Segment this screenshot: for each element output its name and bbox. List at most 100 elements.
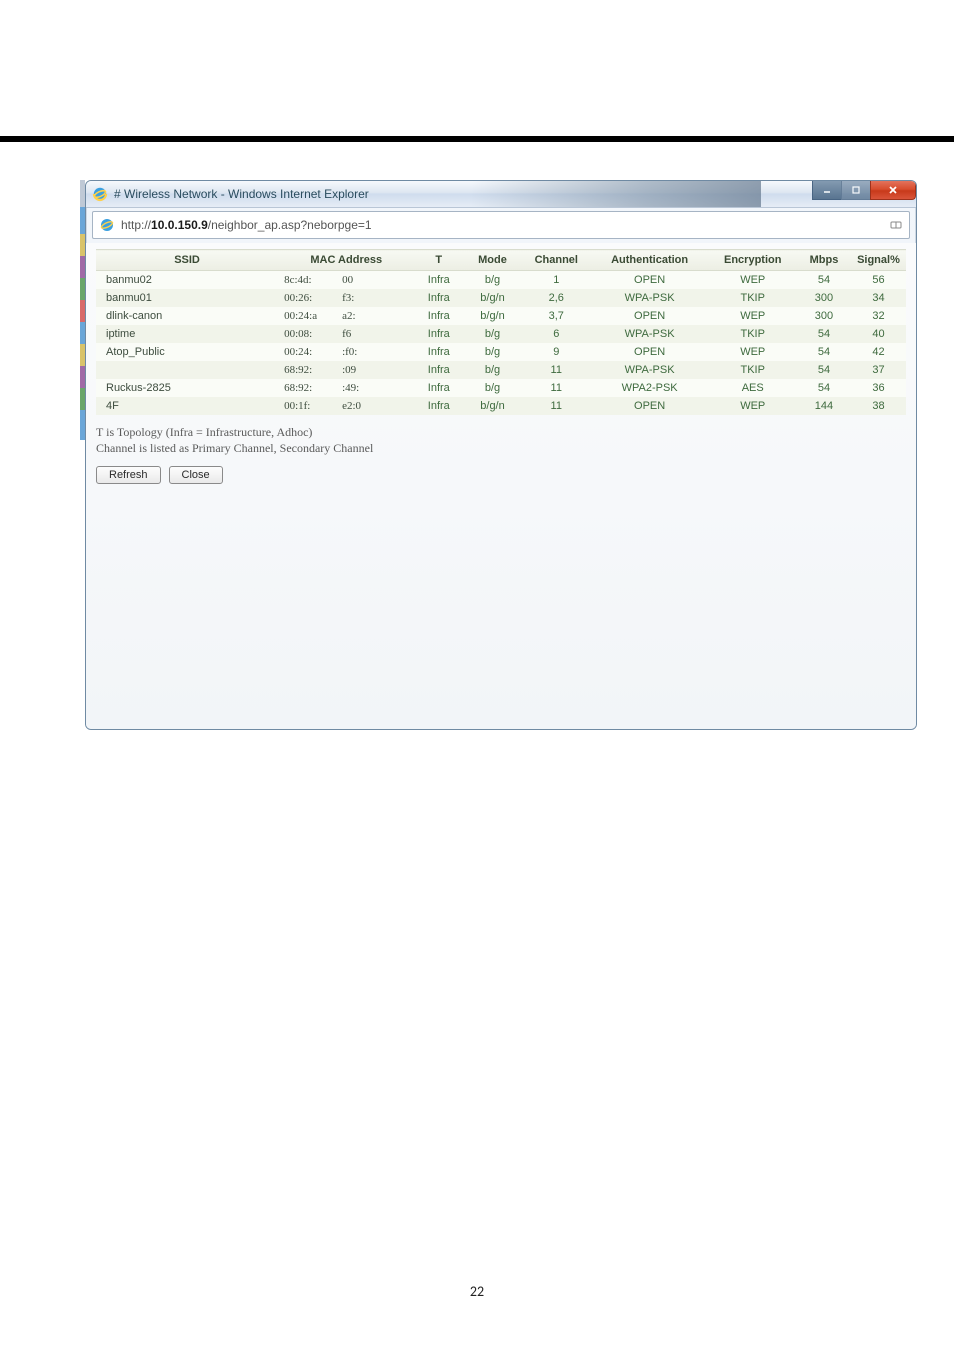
cell-mode: b/g/n: [463, 289, 522, 307]
footnotes: T is Topology (Infra = Infrastructure, A…: [96, 425, 906, 456]
cell-mbps: 144: [797, 397, 851, 415]
cell-auth: WPA-PSK: [591, 325, 709, 343]
footnote-line2: Channel is listed as Primary Channel, Se…: [96, 441, 906, 457]
cell-enc: WEP: [708, 307, 797, 325]
col-ssid[interactable]: SSID: [96, 250, 278, 271]
table-body: banmu028c:4d:00Infrab/g1OPENWEP5456banmu…: [96, 271, 906, 416]
cell-enc: WEP: [708, 397, 797, 415]
cell-topology: Infra: [414, 397, 463, 415]
col-authentication[interactable]: Authentication: [591, 250, 709, 271]
table-row[interactable]: banmu0100:26:f3:Infrab/g/n2,6WPA-PSKTKIP…: [96, 289, 906, 307]
cell-auth: OPEN: [591, 343, 709, 361]
cell-channel: 11: [522, 379, 591, 397]
col-topology[interactable]: T: [414, 250, 463, 271]
cell-auth: WPA-PSK: [591, 289, 709, 307]
refresh-button[interactable]: Refresh: [96, 466, 161, 484]
cell-enc: WEP: [708, 343, 797, 361]
cell-enc: TKIP: [708, 289, 797, 307]
col-encryption[interactable]: Encryption: [708, 250, 797, 271]
cell-mac: 68:92::09: [278, 361, 414, 379]
cell-signal: 37: [851, 361, 906, 379]
cell-signal: 42: [851, 343, 906, 361]
cell-signal: 56: [851, 271, 906, 290]
maximize-button[interactable]: [841, 181, 870, 200]
col-mode[interactable]: Mode: [463, 250, 522, 271]
cell-mbps: 300: [797, 307, 851, 325]
table-row[interactable]: iptime00:08:f6Infrab/g6WPA-PSKTKIP5440: [96, 325, 906, 343]
cell-mbps: 54: [797, 343, 851, 361]
address-bar[interactable]: http://10.0.150.9/neighbor_ap.asp?neborp…: [92, 211, 910, 239]
cell-auth: OPEN: [591, 307, 709, 325]
close-button[interactable]: [870, 181, 916, 200]
cell-mbps: 54: [797, 271, 851, 290]
cell-ssid: [96, 361, 278, 379]
close-page-button[interactable]: Close: [169, 466, 223, 484]
table-row[interactable]: Atop_Public00:24::f0:Infrab/g9OPENWEP544…: [96, 343, 906, 361]
cell-topology: Infra: [414, 343, 463, 361]
col-signal[interactable]: Signal%: [851, 250, 906, 271]
cell-ssid: iptime: [96, 325, 278, 343]
cell-mac: 00:24::f0:: [278, 343, 414, 361]
cell-channel: 6: [522, 325, 591, 343]
cell-enc: AES: [708, 379, 797, 397]
table-row[interactable]: dlink-canon00:24:aa2:Infrab/g/n3,7OPENWE…: [96, 307, 906, 325]
table-header: SSID MAC Address T Mode Channel Authenti…: [96, 250, 906, 271]
cell-enc: WEP: [708, 271, 797, 290]
cell-channel: 11: [522, 397, 591, 415]
cell-signal: 36: [851, 379, 906, 397]
minimize-button[interactable]: [812, 181, 841, 200]
window-controls: [812, 181, 916, 199]
cell-channel: 3,7: [522, 307, 591, 325]
cell-ssid: dlink-canon: [96, 307, 278, 325]
cell-mbps: 54: [797, 325, 851, 343]
cell-mac: 68:92::49:: [278, 379, 414, 397]
cell-mbps: 300: [797, 289, 851, 307]
cell-auth: WPA2-PSK: [591, 379, 709, 397]
cell-mode: b/g: [463, 325, 522, 343]
table-row[interactable]: 68:92::09Infrab/g11WPA-PSKTKIP5437: [96, 361, 906, 379]
col-mac[interactable]: MAC Address: [278, 250, 414, 271]
table-row[interactable]: Ruckus-282568:92::49:Infrab/g11WPA2-PSKA…: [96, 379, 906, 397]
cell-signal: 38: [851, 397, 906, 415]
cell-topology: Infra: [414, 325, 463, 343]
cell-topology: Infra: [414, 271, 463, 290]
cell-channel: 9: [522, 343, 591, 361]
cell-mode: b/g: [463, 379, 522, 397]
cell-mac: 8c:4d:00: [278, 271, 414, 290]
table-row[interactable]: 4F00:1f:e2:0Infrab/g/n11OPENWEP14438: [96, 397, 906, 415]
ie-icon: [92, 186, 108, 202]
window-title: # Wireless Network - Windows Internet Ex…: [114, 187, 369, 201]
col-mbps[interactable]: Mbps: [797, 250, 851, 271]
page-root: # Wireless Network - Windows Internet Ex…: [0, 0, 954, 1350]
footnote-line1: T is Topology (Infra = Infrastructure, A…: [96, 425, 906, 441]
cell-auth: OPEN: [591, 397, 709, 415]
cell-ssid: 4F: [96, 397, 278, 415]
titlebar: # Wireless Network - Windows Internet Ex…: [86, 181, 916, 208]
cell-mac: 00:08:f6: [278, 325, 414, 343]
cell-ssid: Ruckus-2825: [96, 379, 278, 397]
top-black-bar: [0, 136, 954, 142]
cell-mode: b/g/n: [463, 307, 522, 325]
cell-mac: 00:26:f3:: [278, 289, 414, 307]
titlebar-fade: [471, 181, 761, 207]
cell-ssid: banmu01: [96, 289, 278, 307]
url-text: http://10.0.150.9/neighbor_ap.asp?neborp…: [121, 218, 372, 232]
cell-mode: b/g: [463, 271, 522, 290]
cell-signal: 34: [851, 289, 906, 307]
table-row[interactable]: banmu028c:4d:00Infrab/g1OPENWEP5456: [96, 271, 906, 290]
cell-enc: TKIP: [708, 361, 797, 379]
cell-mbps: 54: [797, 379, 851, 397]
cell-channel: 2,6: [522, 289, 591, 307]
cell-signal: 32: [851, 307, 906, 325]
cell-mode: b/g/n: [463, 397, 522, 415]
compat-view-icon[interactable]: [888, 217, 904, 233]
cell-topology: Infra: [414, 307, 463, 325]
cell-topology: Infra: [414, 379, 463, 397]
cell-auth: OPEN: [591, 271, 709, 290]
col-channel[interactable]: Channel: [522, 250, 591, 271]
cell-mac: 00:1f:e2:0: [278, 397, 414, 415]
cell-mbps: 54: [797, 361, 851, 379]
cell-mode: b/g: [463, 343, 522, 361]
ie-favicon-icon: [99, 217, 115, 233]
cell-mac: 00:24:aa2:: [278, 307, 414, 325]
